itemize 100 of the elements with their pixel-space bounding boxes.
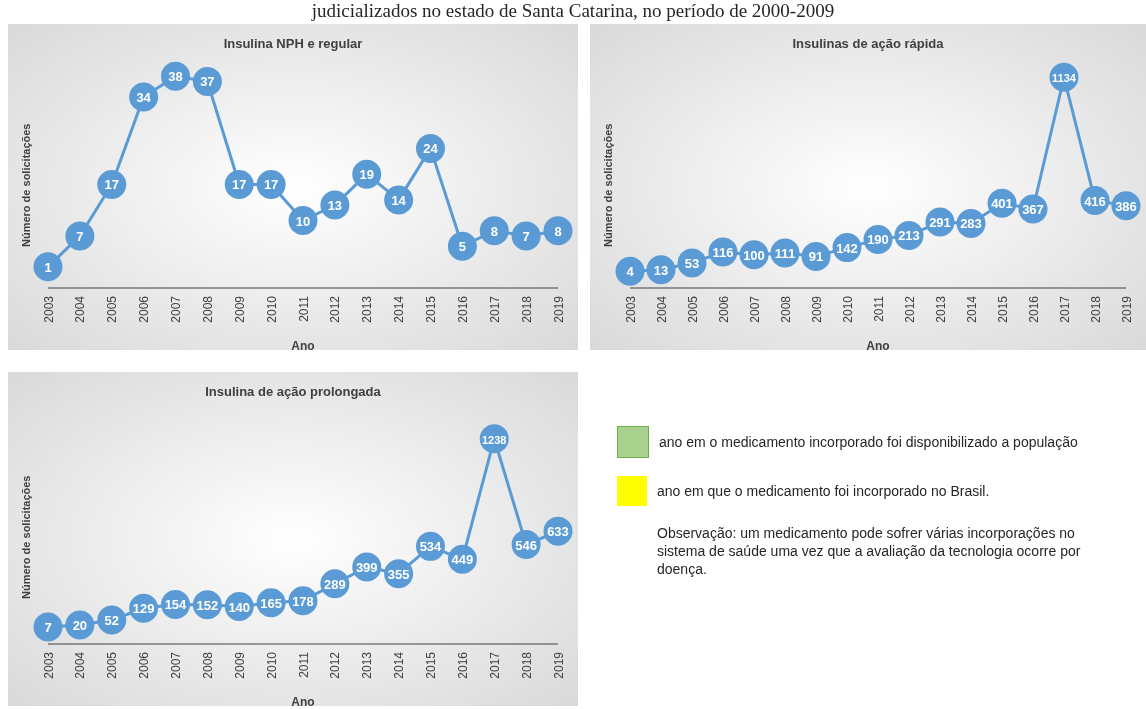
x-tick-label: 2014 (392, 651, 407, 679)
x-tick-label: 2019 (551, 651, 566, 679)
x-tick-label: 2005 (685, 295, 700, 323)
data-label: 24 (423, 141, 439, 157)
data-label: 546 (515, 537, 537, 553)
point (65, 221, 95, 251)
data-label: 116 (712, 245, 734, 261)
data-label: 91 (808, 249, 824, 265)
data-label: 1238 (482, 433, 507, 446)
chart-title: Insulina NPH e regular (222, 35, 364, 53)
x-tick-label: 2012 (902, 295, 917, 323)
data-label: 37 (200, 74, 215, 90)
data-label: 213 (898, 228, 920, 244)
text: Observação: um medicamento pode sofrer várias incorporações no sistema de saúde uma vez que a avaliação da tecnologia ocorre por doença. (657, 524, 1082, 578)
point (615, 256, 645, 286)
x-axis-title: Ano (291, 695, 315, 709)
x-tick-label: 2017 (487, 651, 502, 679)
x-tick-label: 2019 (1119, 295, 1134, 323)
x-tick-label: 2014 (392, 295, 407, 323)
x-tick-label: 2010 (840, 295, 855, 323)
x-tick-label: 2004 (654, 295, 669, 323)
data-label: 17 (232, 177, 247, 193)
x-axis-title: Ano (866, 339, 890, 353)
x-tick-label: 2008 (778, 295, 793, 323)
data-label: 129 (132, 601, 155, 617)
chart-title: Insulinas de ação rápida (791, 35, 945, 53)
x-tick-label: 2003 (623, 295, 638, 323)
x-tick-label: 2008 (200, 651, 215, 679)
data-label: 367 (1022, 202, 1044, 217)
x-tick-label: 2009 (232, 651, 247, 679)
x-tick-label: 2013 (360, 651, 375, 679)
x-tick-label: 2007 (169, 295, 184, 323)
data-label: 13 (327, 198, 343, 214)
x-tick-label: 2012 (328, 651, 343, 679)
x-tick-label: 2018 (519, 295, 534, 323)
x-tick-label: 2004 (73, 295, 88, 323)
x-tick-label: 2013 (933, 295, 948, 323)
point (511, 221, 541, 251)
data-label: 13 (653, 262, 669, 278)
data-label: 5 (458, 239, 466, 255)
x-tick-label: 2016 (1026, 295, 1041, 323)
data-label: 7 (76, 228, 84, 244)
x-tick-label: 2009 (809, 295, 824, 323)
x-tick-label: 2004 (73, 651, 88, 679)
data-label: 17 (104, 177, 119, 193)
x-tick-label: 2007 (747, 295, 762, 323)
data-label: 19 (359, 167, 374, 183)
data-label: 20 (72, 617, 88, 633)
x-tick-label: 2003 (41, 651, 56, 679)
data-label: 416 (1084, 193, 1106, 209)
data-label: 449 (451, 552, 474, 568)
point (543, 216, 573, 246)
data-label: 8 (554, 223, 562, 239)
data-label: 291 (929, 215, 951, 231)
data-label: 140 (228, 599, 251, 615)
data-label: 534 (419, 539, 443, 555)
data-label: 10 (295, 213, 311, 229)
x-tick-label: 2013 (360, 295, 375, 323)
point (479, 216, 509, 246)
data-label: 53 (684, 255, 700, 271)
data-label: 4 (626, 264, 635, 280)
data-label: 401 (991, 196, 1013, 212)
x-tick-label: 2016 (455, 295, 470, 323)
data-label: 165 (260, 595, 282, 611)
x-tick-label: 2011 (296, 295, 311, 322)
x-tick-label: 2006 (137, 295, 152, 323)
data-label: 8 (490, 223, 498, 239)
x-axis-title: Ano (291, 339, 315, 353)
data-label: 111 (774, 245, 796, 261)
x-tick-label: 2018 (1088, 295, 1103, 323)
data-label: 289 (324, 576, 346, 592)
chart-title: Insulina de ação prolongada (204, 383, 382, 401)
x-tick-label: 2018 (519, 651, 534, 679)
x-tick-label: 2015 (424, 295, 439, 323)
x-tick-label: 2006 (137, 651, 152, 679)
data-label: 7 (522, 228, 530, 244)
x-tick-label: 2008 (200, 295, 215, 323)
x-tick-label: 2009 (232, 295, 247, 323)
x-tick-label: 2016 (455, 651, 470, 679)
y-axis-title: Número de solicitações (19, 475, 32, 599)
data-label: 7 (44, 619, 52, 635)
data-label: 178 (292, 593, 314, 609)
data-label: 355 (387, 566, 410, 582)
x-tick-label: 2010 (264, 295, 279, 323)
x-tick-label: 2017 (487, 295, 502, 323)
point (33, 612, 63, 642)
x-tick-label: 2014 (964, 295, 979, 323)
x-tick-label: 2006 (716, 295, 731, 323)
x-tick-label: 2015 (995, 295, 1010, 323)
x-tick-label: 2011 (296, 651, 311, 678)
x-tick-label: 2011 (871, 295, 886, 322)
data-label: 38 (168, 69, 183, 85)
data-label: 1134 (1052, 72, 1077, 85)
text: ano em que o medicamento foi incorporado no Brasil. (657, 483, 990, 499)
data-label: 52 (104, 613, 119, 629)
data-label: 399 (355, 560, 378, 576)
x-tick-label: 2012 (328, 295, 343, 323)
data-label: 154 (164, 597, 188, 613)
point (33, 252, 63, 282)
x-tick-label: 2005 (105, 651, 120, 679)
